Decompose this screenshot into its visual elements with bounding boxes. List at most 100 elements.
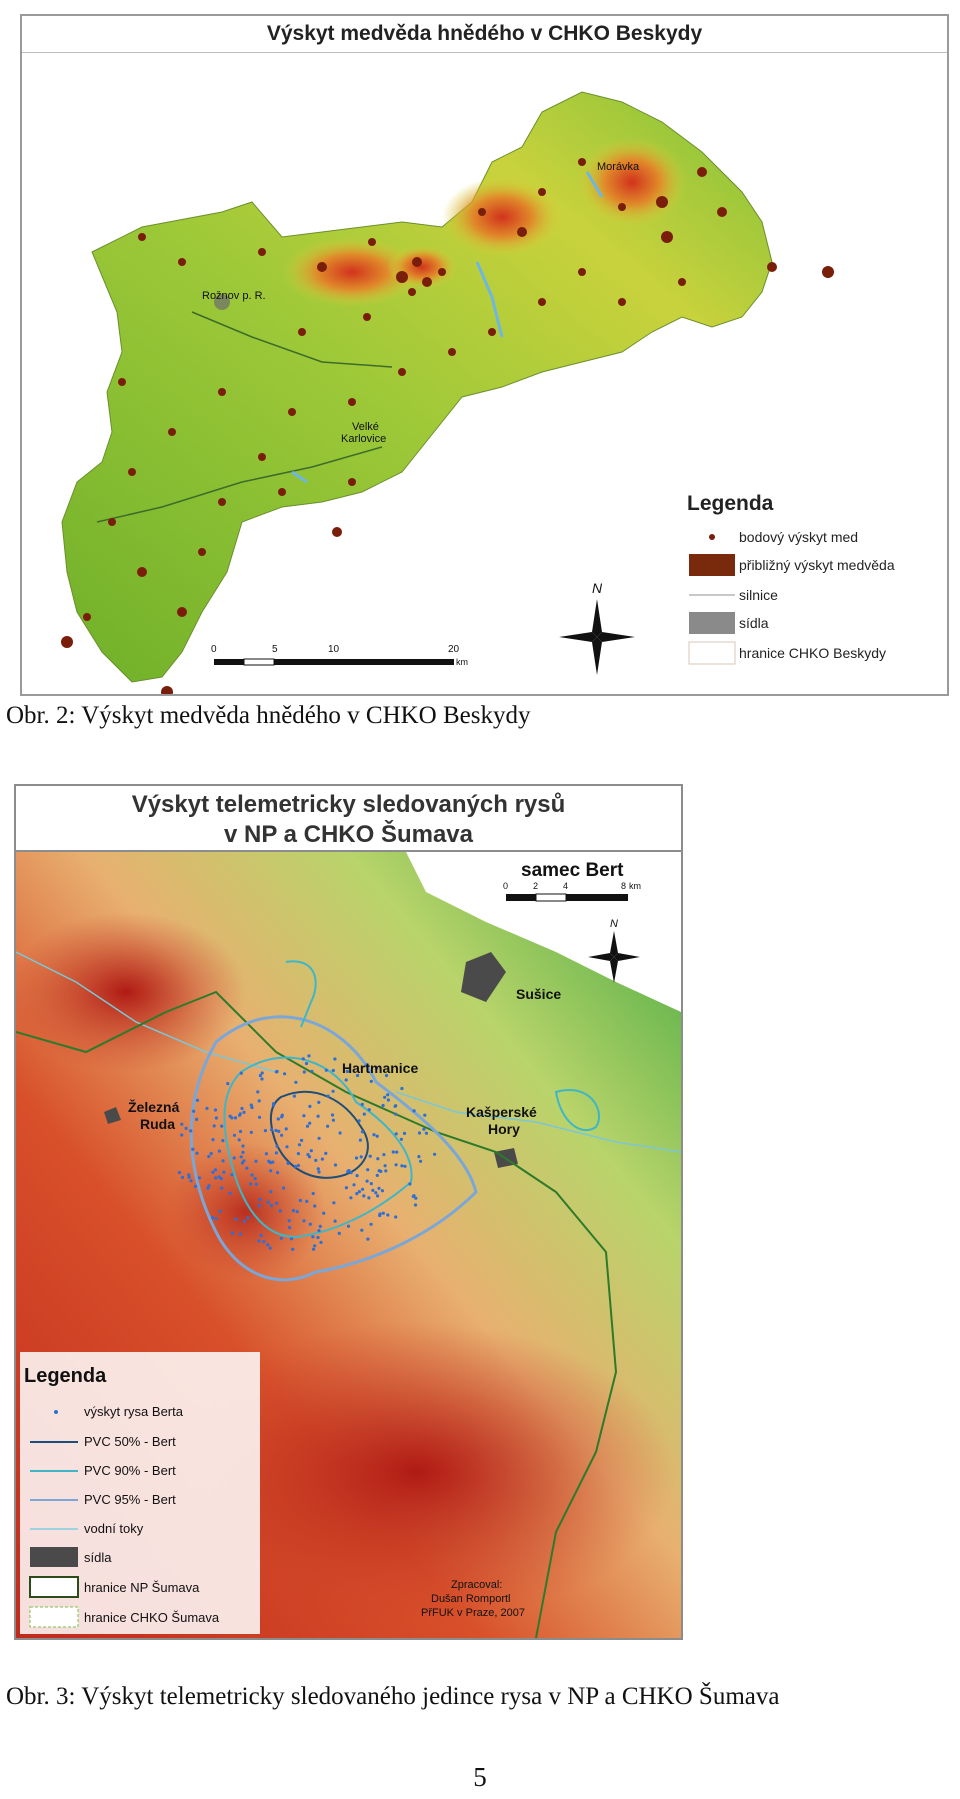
lynx-observation-point (322, 1211, 326, 1215)
lynx-observation-point (312, 1247, 316, 1251)
pvc95-polygon (189, 1015, 478, 1282)
lynx-observation-point (197, 1176, 201, 1180)
lynx-observation-point (349, 1171, 353, 1175)
lynx-observation-point (394, 1163, 398, 1167)
lynx-scale-bar: 0 2 4 8 km (503, 881, 641, 902)
lynx-observation-point (362, 1194, 366, 1198)
lynx-observation-point (307, 1054, 311, 1058)
lynx-observation-point (263, 1129, 267, 1133)
lynx-legend-item-7: hranice CHKO Šumava (84, 1610, 220, 1625)
lynx-observation-point (367, 1108, 371, 1112)
lynx-observation-point (313, 1204, 317, 1208)
lynx-observation-point (324, 1151, 328, 1155)
np-boundary-symbol (29, 1576, 79, 1598)
lynx-observation-point (278, 1209, 282, 1213)
bear-map-canvas: Morávka Rožnov p. R. Velké Karlovice Leg… (61, 91, 895, 694)
lynx-observation-point (268, 1161, 272, 1165)
lynx-observation-point (332, 1201, 336, 1205)
lynx-observation-point (275, 1144, 279, 1148)
lynx-observation-point (253, 1177, 257, 1181)
lynx-observation-point (239, 1155, 243, 1159)
lynx-legend-item-6: hranice NP Šumava (84, 1580, 200, 1595)
credit-line-2: Dušan Romportl (431, 1593, 510, 1605)
lynx-observation-point (194, 1184, 198, 1188)
lynx-observation-point (384, 1073, 389, 1078)
lynx-observation-point (249, 1182, 253, 1186)
lynx-observation-point (355, 1192, 359, 1196)
lynx-observation-point (403, 1164, 407, 1168)
lynx-observation-point (257, 1099, 261, 1103)
lynx-observation-point (254, 1159, 258, 1163)
lynx-observation-point (386, 1213, 390, 1217)
lynx-observation-point (250, 1173, 254, 1177)
lynx-observation-point (230, 1173, 234, 1177)
lynx-observation-point (260, 1071, 264, 1075)
bear-map-legend: Legenda bodový výskyt med přibližný výsk… (687, 492, 895, 665)
place-label-hartmanice: Hartmanice (342, 1060, 418, 1076)
settlement-symbol (30, 1547, 78, 1567)
chko-boundary-symbol (29, 1606, 79, 1628)
lynx-observation-point (291, 1209, 295, 1213)
place-label-ruda: Ruda (140, 1116, 175, 1132)
lynx-observation-point (266, 1243, 270, 1247)
lynx-observation-point (280, 1133, 284, 1137)
lynx-observation-point (376, 1194, 380, 1198)
lynx-observation-point (177, 1170, 181, 1175)
lynx-observation-point (271, 1102, 276, 1106)
lynx-observation-point (309, 1149, 313, 1153)
boundary-symbol (688, 641, 736, 665)
bear-point-symbol (709, 534, 715, 540)
lynx-observation-point (412, 1194, 416, 1198)
lynx-observation-point (245, 1166, 249, 1170)
lynx-observation-point (257, 1204, 261, 1208)
settlement-susice (461, 952, 506, 1002)
lynx-observation-point (205, 1106, 209, 1110)
lynx-observation-point (365, 1063, 369, 1067)
lynx-observation-point (213, 1108, 218, 1112)
lynx-observation-point (320, 1157, 324, 1161)
lynx-observation-point (377, 1169, 381, 1173)
lynx-observation-point (360, 1130, 364, 1134)
lynx-observation-point (221, 1159, 225, 1163)
lynx-observation-point (180, 1175, 185, 1179)
lynx-observation-point (316, 1167, 320, 1171)
lynx-observation-point (292, 1094, 296, 1098)
lynx-observation-point (316, 1235, 320, 1240)
lynx-observation-point (257, 1115, 262, 1119)
lynx-observation-point (269, 1190, 273, 1194)
lynx-observation-point (317, 1229, 321, 1233)
lynx-observation-point (191, 1147, 195, 1151)
lynx-observation-point (376, 1157, 380, 1161)
lynx-observation-point (338, 1131, 342, 1135)
lynx-observation-point (180, 1122, 184, 1126)
lynx-observation-point (317, 1136, 321, 1140)
lynx-map-figure: Výskyt telemetricky sledovaných rysů v N… (14, 784, 683, 1640)
lynx-observation-point (232, 1156, 236, 1160)
lynx-observation-point (347, 1169, 351, 1173)
lynx-point-symbol (54, 1410, 58, 1414)
lynx-observation-point (184, 1126, 188, 1130)
lynx-map-title-line2: v NP a CHKO Šumava (224, 821, 473, 848)
bear-map-title: Výskyt medvěda hnědého v CHKO Beskydy (22, 16, 947, 53)
lynx-observation-point (356, 1073, 360, 1078)
lynx-observation-point (269, 1203, 273, 1208)
lynx-observation-point (240, 1106, 244, 1111)
lynx-observation-point (412, 1109, 416, 1113)
lynx-observation-point (333, 1163, 338, 1167)
lynx-observation-point (240, 1161, 244, 1165)
lynx-observation-point (349, 1196, 353, 1200)
lynx-observation-point (195, 1117, 199, 1121)
lynx-observation-point (211, 1216, 215, 1220)
lynx-map-title-line1: Výskyt telemetricky sledovaných rysů (131, 791, 566, 818)
lynx-observation-point (296, 1152, 300, 1156)
lynx-observation-point (311, 1191, 315, 1196)
page-number: 5 (473, 1762, 487, 1792)
lynx-observation-point (326, 1124, 330, 1128)
lynx-observation-point (384, 1169, 388, 1173)
lynx-observation-point (280, 1113, 284, 1117)
lynx-observation-point (313, 1244, 317, 1248)
lynx-observation-point (358, 1138, 362, 1142)
lynx-observation-point (217, 1149, 221, 1153)
lynx-observation-point (417, 1155, 421, 1159)
lynx-observation-point (316, 1114, 320, 1118)
